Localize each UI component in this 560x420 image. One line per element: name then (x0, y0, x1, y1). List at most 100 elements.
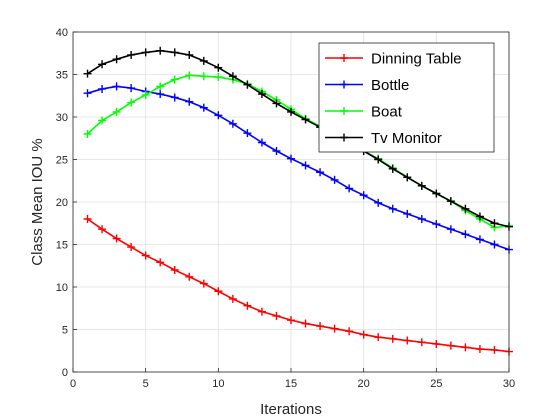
data-point (127, 50, 136, 59)
data-point (403, 336, 412, 345)
data-point (490, 345, 499, 354)
data-point (141, 48, 150, 57)
series-dinning-table (83, 215, 513, 356)
data-point (83, 89, 92, 98)
data-point (359, 191, 368, 200)
legend-marker (340, 133, 348, 142)
y-axis-ticks: 0 5 10 15 20 25 30 35 40 (56, 27, 77, 379)
data-point (98, 84, 107, 93)
data-point (403, 209, 412, 218)
data-point (446, 197, 455, 206)
data-point (127, 84, 136, 93)
data-point (199, 103, 208, 112)
data-point (446, 341, 455, 350)
data-point (374, 155, 383, 164)
data-point (287, 316, 295, 325)
data-point (98, 225, 107, 234)
x-tick-label: 10 (212, 378, 224, 390)
data-point (185, 97, 194, 106)
data-point (287, 107, 295, 116)
data-point (98, 60, 107, 69)
legend-entry: Boat (325, 104, 403, 121)
x-tick-label: 20 (358, 378, 370, 390)
y-tick-label: 20 (56, 197, 68, 209)
data-point (243, 301, 252, 310)
data-point (156, 258, 165, 267)
data-point (214, 111, 223, 120)
data-point (156, 82, 165, 91)
data-point (98, 116, 107, 125)
y-tick-label: 5 (62, 325, 68, 337)
data-point (359, 330, 368, 339)
data-point (432, 189, 441, 198)
data-point (490, 219, 499, 228)
data-point (461, 230, 470, 239)
data-point (345, 327, 354, 336)
data-point (214, 287, 223, 296)
data-point (257, 307, 266, 316)
data-point (214, 73, 223, 82)
y-tick-label: 35 (56, 70, 68, 82)
data-point (388, 204, 397, 213)
legend-box (318, 42, 495, 153)
data-point (83, 215, 92, 223)
data-point (199, 279, 208, 288)
x-tick-label: 5 (143, 378, 149, 390)
series-tv-monitor (83, 46, 513, 231)
data-point (141, 90, 150, 99)
y-tick-label: 40 (56, 27, 68, 39)
data-point (388, 334, 397, 343)
x-tick-label: 0 (70, 378, 76, 390)
data-point (257, 90, 266, 99)
x-tick-label: 30 (503, 378, 515, 390)
legend-marker (340, 54, 348, 62)
data-point (461, 204, 470, 213)
data-point (345, 184, 354, 193)
y-tick-label: 30 (56, 112, 68, 124)
legend-entry: Tv Monitor (325, 130, 442, 147)
data-point (301, 319, 310, 328)
data-point (185, 272, 194, 281)
data-point (316, 168, 325, 177)
data-point (388, 164, 397, 173)
x-tick-label: 15 (285, 378, 297, 390)
data-point (185, 50, 194, 59)
data-point (112, 82, 121, 91)
data-point (475, 345, 484, 354)
data-point (127, 243, 136, 252)
data-point (156, 90, 165, 99)
legend-label: Boat (371, 104, 403, 121)
legend-label: Dinning Table (371, 51, 462, 68)
data-point (228, 72, 237, 81)
data-point (417, 215, 426, 223)
data-point (170, 48, 179, 57)
data-point (475, 235, 484, 244)
data-point (127, 98, 136, 107)
data-point (301, 115, 310, 124)
data-point (83, 130, 92, 138)
data-point (228, 119, 237, 128)
data-point (374, 333, 383, 342)
data-point (272, 99, 281, 108)
y-tick-label: 15 (56, 240, 68, 252)
data-point (199, 72, 208, 81)
data-point (403, 173, 412, 182)
legend: Dinning Table Bottle Boat Tv Monitor (318, 42, 495, 153)
data-point (330, 324, 339, 333)
data-point (301, 161, 310, 170)
y-axis-label: Class Mean IOU % (29, 138, 46, 266)
legend-marker (340, 107, 348, 115)
data-point (228, 294, 237, 303)
legend-label: Tv Monitor (371, 130, 442, 147)
data-point (112, 55, 121, 64)
data-point (156, 46, 165, 55)
legend-marker (340, 80, 348, 89)
data-point (446, 225, 455, 234)
data-point (257, 138, 266, 147)
data-point (185, 71, 194, 80)
data-point (243, 129, 252, 138)
data-point (287, 154, 295, 163)
x-axis-ticks: 0 5 10 15 20 25 30 (70, 368, 515, 390)
legend-label: Bottle (371, 77, 409, 94)
